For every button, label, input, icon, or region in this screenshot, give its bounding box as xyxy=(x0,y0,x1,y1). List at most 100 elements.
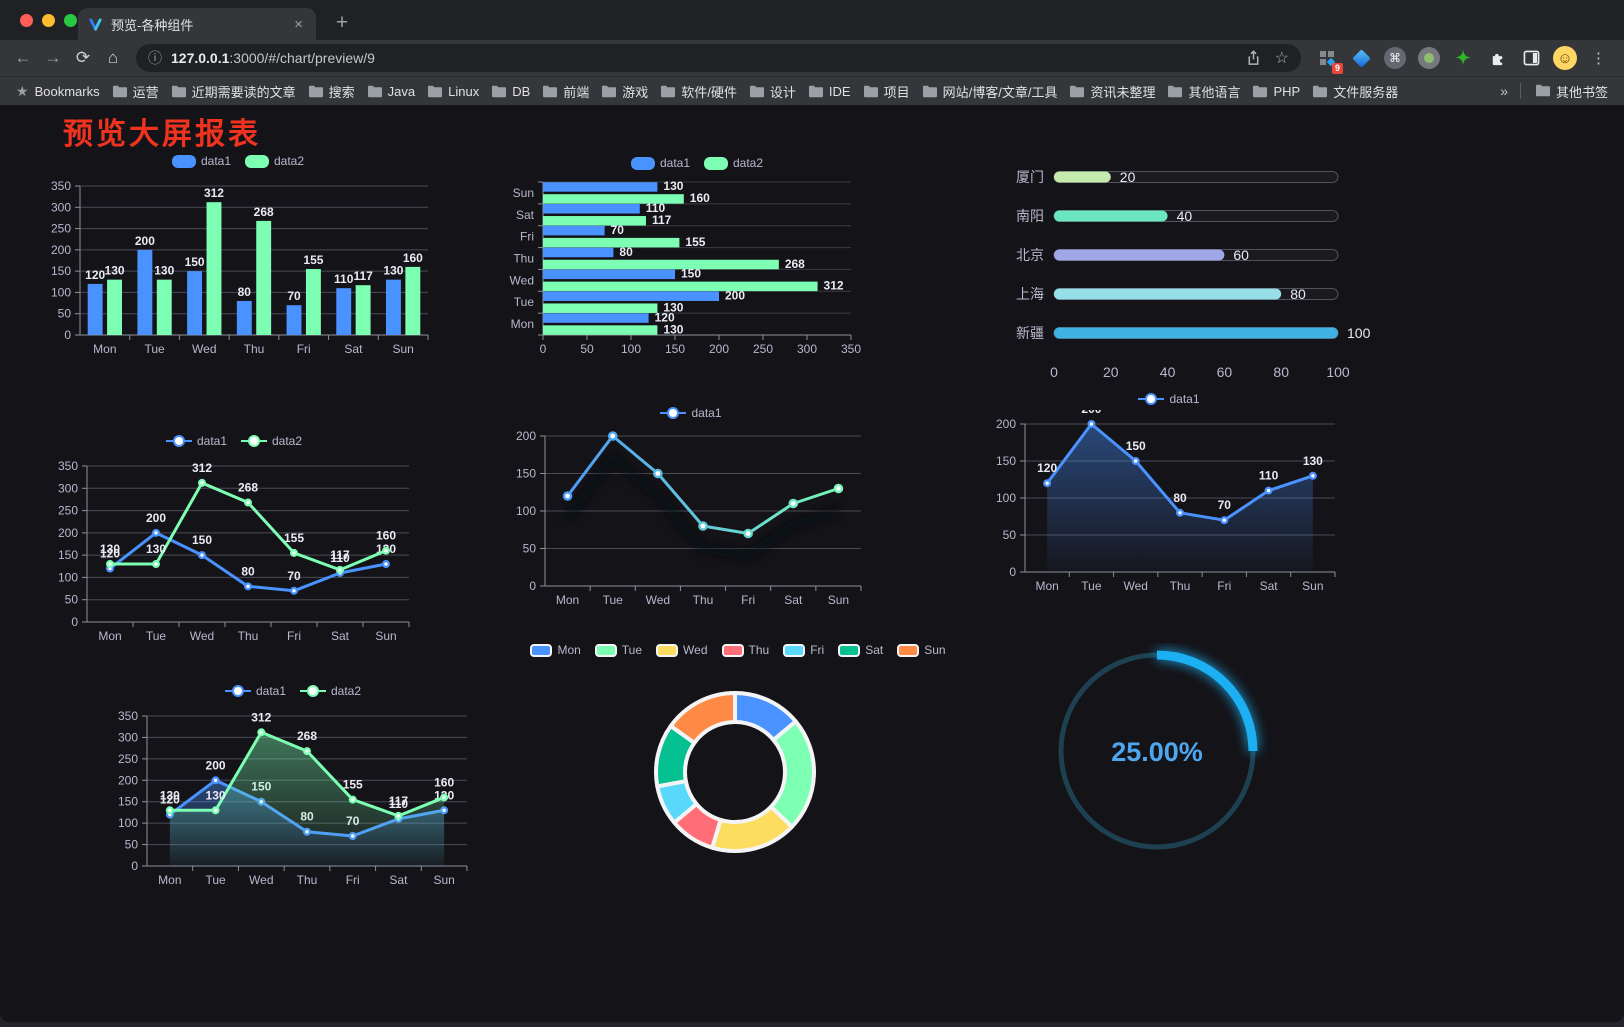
capsule-fill xyxy=(1054,288,1282,300)
svg-text:Wed: Wed xyxy=(510,273,534,287)
close-window-button[interactable] xyxy=(20,14,33,27)
bookmark-folder[interactable]: Java xyxy=(361,81,421,102)
bookmark-folder[interactable]: 文件服务器 xyxy=(1306,79,1404,104)
legend-item[interactable]: data2 xyxy=(300,684,361,698)
svg-text:130: 130 xyxy=(663,300,683,314)
address-bar[interactable]: ⓘ 127.0.0.1 :3000/#/chart/preview/9 ☆ xyxy=(136,44,1301,72)
legend-item[interactable]: Sat xyxy=(838,643,883,657)
bookmark-folder[interactable]: 游戏 xyxy=(595,79,654,104)
hbar xyxy=(543,216,646,226)
bookmark-folder[interactable]: 近期需要读的文章 xyxy=(165,79,302,104)
svg-text:Wed: Wed xyxy=(192,342,216,356)
legend-item[interactable]: data1 xyxy=(660,406,722,420)
svg-text:150: 150 xyxy=(185,255,205,269)
legend-item[interactable]: Wed xyxy=(656,643,708,657)
legend-item[interactable]: Sun xyxy=(897,643,946,657)
hbar xyxy=(543,237,680,248)
site-info-icon[interactable]: ⓘ xyxy=(148,50,162,66)
reload-button[interactable]: ⟳ xyxy=(75,48,91,67)
legend-item[interactable]: Fri xyxy=(783,643,824,657)
bookmark-folder[interactable]: PHP xyxy=(1246,81,1306,102)
tab-group-extension-icon[interactable]: 9 xyxy=(1315,46,1343,74)
profile-avatar[interactable]: ☺ xyxy=(1553,46,1577,70)
legend-item[interactable]: data1 xyxy=(165,434,227,448)
legend-item[interactable]: data2 xyxy=(704,156,763,170)
bookmark-folder[interactable]: 资讯未整理 xyxy=(1063,79,1161,104)
star-extension-icon[interactable]: ✦ xyxy=(1455,47,1471,68)
svg-text:120: 120 xyxy=(655,310,675,324)
gauge-chart-canvas: 25.00% xyxy=(1058,650,1258,850)
new-tab-button[interactable]: + xyxy=(335,11,349,34)
svg-text:200: 200 xyxy=(725,288,745,302)
donut-segment-Wed[interactable] xyxy=(710,804,794,853)
share-icon[interactable] xyxy=(1246,50,1261,66)
legend-item[interactable]: Mon xyxy=(530,643,581,657)
gem-extension-icon[interactable] xyxy=(1349,46,1373,70)
bookmark-folder[interactable]: 其他语言 xyxy=(1161,79,1246,104)
forward-button[interactable]: → xyxy=(44,48,62,67)
svg-text:150: 150 xyxy=(996,454,1016,468)
svg-text:100: 100 xyxy=(58,570,78,584)
donut-segment-Sun[interactable] xyxy=(668,691,737,745)
home-button[interactable]: ⌂ xyxy=(107,48,119,67)
svg-text:20: 20 xyxy=(1103,364,1119,380)
svg-text:Sat: Sat xyxy=(516,208,535,222)
svg-text:Sat: Sat xyxy=(784,593,803,607)
hbar xyxy=(543,303,658,313)
bookmark-folder[interactable]: Linux xyxy=(421,81,485,102)
bookmark-folder[interactable]: DB xyxy=(485,81,536,102)
back-button[interactable]: ← xyxy=(14,48,32,67)
bookmark-folder[interactable]: 软件/硬件 xyxy=(654,79,743,104)
svg-text:Thu: Thu xyxy=(1170,579,1191,593)
legend-item[interactable]: data1 xyxy=(171,154,231,168)
legend-item[interactable]: data2 xyxy=(245,154,304,168)
bookmark-folder[interactable]: 搜索 xyxy=(302,79,361,104)
legend-item[interactable]: Tue xyxy=(594,643,642,657)
horizontal-bar-chart: data1 data2 Sun Sat Fri Thu Wed Tue Mon 0 50 100 150… xyxy=(503,152,891,374)
svg-text:155: 155 xyxy=(303,253,323,267)
legend-item[interactable]: data1 xyxy=(1138,392,1200,406)
tab-title: 预览-各种组件 xyxy=(111,17,194,33)
legend-item[interactable]: data1 xyxy=(630,156,690,170)
command-extension-icon[interactable]: ⌘ xyxy=(1383,46,1407,70)
svg-text:Sun: Sun xyxy=(375,629,396,643)
tab-close-icon[interactable]: × xyxy=(294,15,303,33)
svg-text:150: 150 xyxy=(1126,439,1146,453)
bookmarks-root-folder[interactable]: ★ Bookmarks xyxy=(10,80,106,103)
extensions-puzzle-icon[interactable] xyxy=(1485,46,1509,70)
svg-text:200: 200 xyxy=(58,526,78,540)
minimize-window-button[interactable] xyxy=(42,14,55,27)
legend-item[interactable]: data1 xyxy=(224,684,286,698)
svg-text:117: 117 xyxy=(389,794,409,808)
extensions-area: 9 ⌘ ✦ ☺ ⋮ xyxy=(1309,46,1616,74)
svg-text:250: 250 xyxy=(58,504,78,518)
bookmark-folder[interactable]: 运营 xyxy=(106,79,165,104)
side-panel-icon[interactable] xyxy=(1519,46,1543,70)
maximize-window-button[interactable] xyxy=(64,14,77,27)
svg-text:160: 160 xyxy=(403,251,423,265)
legend-item[interactable]: data2 xyxy=(241,434,302,448)
browser-tab[interactable]: 预览-各种组件 × xyxy=(78,8,316,40)
svg-text:130: 130 xyxy=(146,542,166,556)
svg-text:Sat: Sat xyxy=(344,342,363,356)
bookmark-folder[interactable]: 网站/博客/文章/工具 xyxy=(916,79,1064,104)
svg-text:0: 0 xyxy=(540,342,547,356)
svg-text:Fri: Fri xyxy=(741,593,755,607)
browser-menu-icon[interactable]: ⋮ xyxy=(1591,50,1606,67)
svg-text:130: 130 xyxy=(206,788,226,802)
grouped-bar-chart: data1 data2 0 50 100 150 200 250 300 350 Mon Tue Wed… xyxy=(38,150,438,372)
chart-legend: data1 data2 xyxy=(38,150,438,172)
other-bookmarks-folder[interactable]: 其他书签 xyxy=(1529,79,1614,104)
bookmark-folder[interactable]: 设计 xyxy=(743,79,802,104)
hbar xyxy=(543,194,684,204)
bookmark-star-icon[interactable]: ☆ xyxy=(1274,50,1289,67)
svg-text:北京: 北京 xyxy=(1016,247,1044,263)
bookmarks-overflow-chevron[interactable]: » xyxy=(1500,83,1508,99)
svg-text:50: 50 xyxy=(125,838,139,852)
bookmark-folder[interactable]: 项目 xyxy=(857,79,916,104)
bookmark-folder[interactable]: 前端 xyxy=(536,79,595,104)
recorder-extension-icon[interactable] xyxy=(1417,46,1441,70)
svg-text:Sun: Sun xyxy=(392,342,413,356)
legend-item[interactable]: Thu xyxy=(721,643,769,657)
bookmark-folder[interactable]: IDE xyxy=(802,81,857,102)
